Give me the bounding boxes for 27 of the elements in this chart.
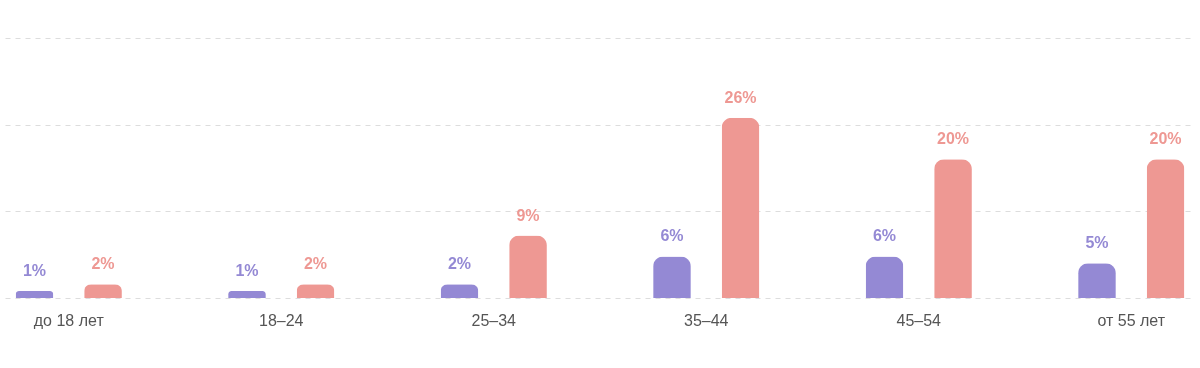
x-tick-label: 45–54 [896,311,942,329]
data-label: 1% [22,262,47,280]
x-tick-label: 25–34 [471,311,517,329]
bar [1146,159,1185,298]
data-label: 6% [872,227,897,245]
data-label: 2% [91,255,115,273]
x-tick-label: от 55 лет [1097,311,1166,329]
bar [15,291,54,298]
data-label: 20% [1149,130,1182,148]
bar [653,256,691,298]
bar [721,117,760,298]
data-label: 20% [937,130,970,148]
data-label: 26% [724,88,757,106]
bar [509,235,547,298]
data-label: 6% [660,227,684,245]
data-label: 2% [303,255,328,273]
x-tick-label: 18–24 [259,311,304,329]
x-tick-label: до 18 лет [33,311,105,329]
bar [934,159,972,298]
x-tick-label: 35–44 [684,311,729,329]
data-label: 2% [447,255,472,273]
data-label: 9% [516,206,540,224]
bar [228,291,266,298]
bar [1078,263,1116,298]
data-label: 5% [1085,234,1109,252]
data-label: 1% [235,262,259,280]
bar [865,256,904,298]
